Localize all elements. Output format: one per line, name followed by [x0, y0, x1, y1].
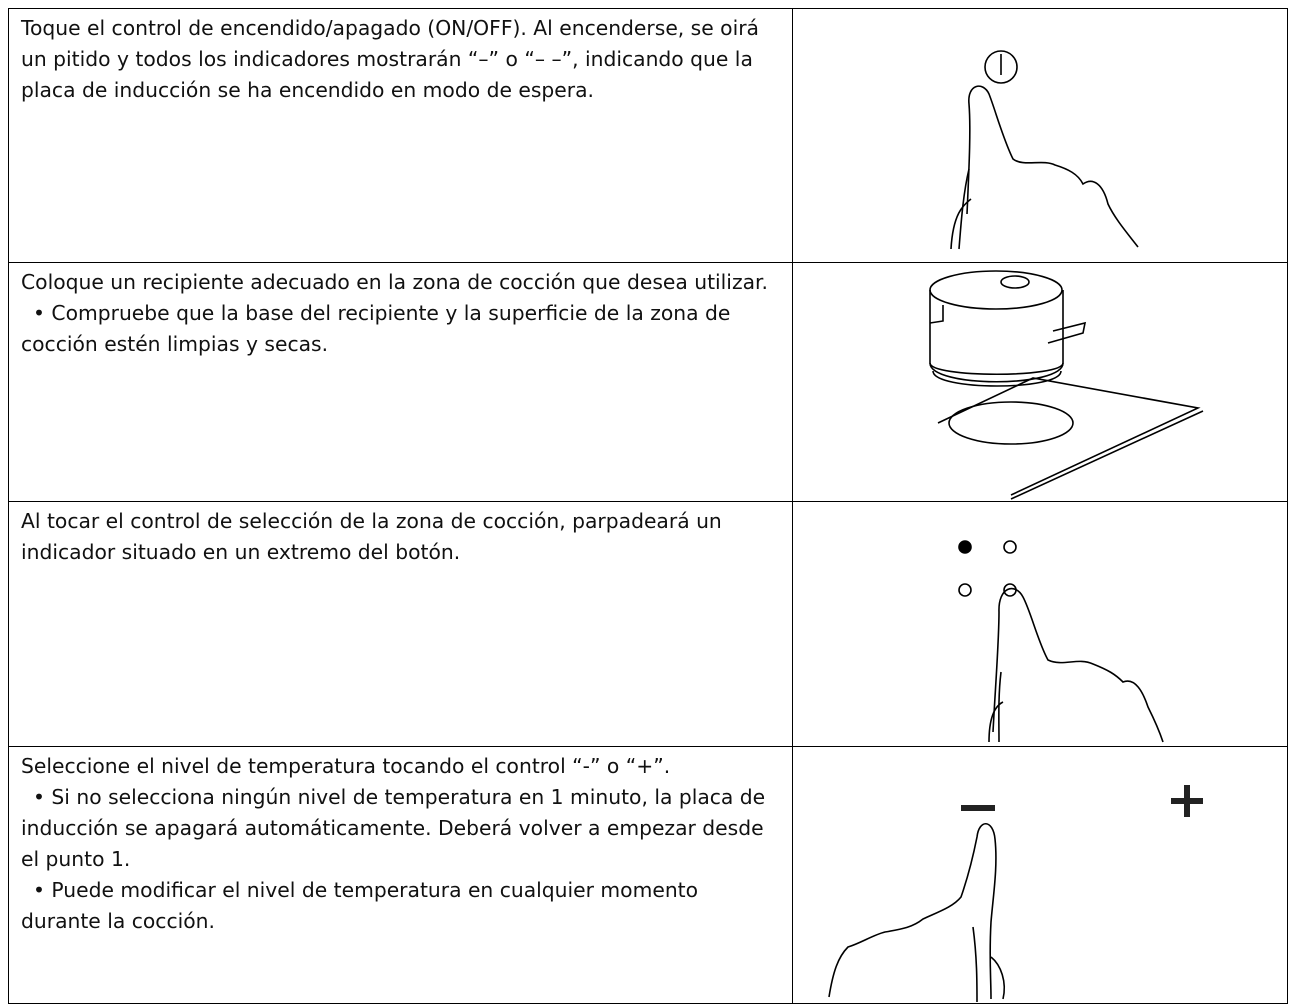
text-cell: Coloque un recipiente adecuado en la zon… [8, 262, 793, 502]
hand-power-illustration [950, 50, 1139, 250]
paragraph: Toque el control de encendido/apagado (O… [21, 16, 759, 102]
row: Toque el control de encendido/apagado (O… [8, 8, 1288, 263]
hand-temperature-illustration [828, 785, 1203, 1002]
bullet: • Si no selecciona ningún nivel de tempe… [21, 785, 766, 871]
text-cell: Seleccione el nivel de temperatura tocan… [8, 746, 793, 1004]
pot-illustration [929, 270, 1204, 500]
bullet: • Puede modificar el nivel de temperatur… [21, 878, 699, 933]
row: Coloque un recipiente adecuado en la zon… [8, 262, 1288, 502]
bullet: • Compruebe que la base del recipiente y… [21, 301, 731, 356]
paragraph: Seleccione el nivel de temperatura tocan… [21, 754, 671, 778]
image-cell [792, 8, 1288, 263]
row: Seleccione el nivel de temperatura tocan… [8, 746, 1288, 1004]
text-cell: Al tocar el control de selección de la z… [8, 501, 793, 747]
hand-selection-illustration [958, 540, 1164, 743]
image-cell [792, 501, 1288, 747]
paragraph: Coloque un recipiente adecuado en la zon… [21, 270, 768, 294]
image-cell [792, 746, 1288, 1004]
row: Al tocar el control de selección de la z… [8, 501, 1288, 747]
image-cell [792, 262, 1288, 502]
instruction-table: Toque el control de encendido/apagado (O… [8, 8, 1288, 1004]
text-cell: Toque el control de encendido/apagado (O… [8, 8, 793, 263]
paragraph: Al tocar el control de selección de la z… [21, 509, 722, 564]
